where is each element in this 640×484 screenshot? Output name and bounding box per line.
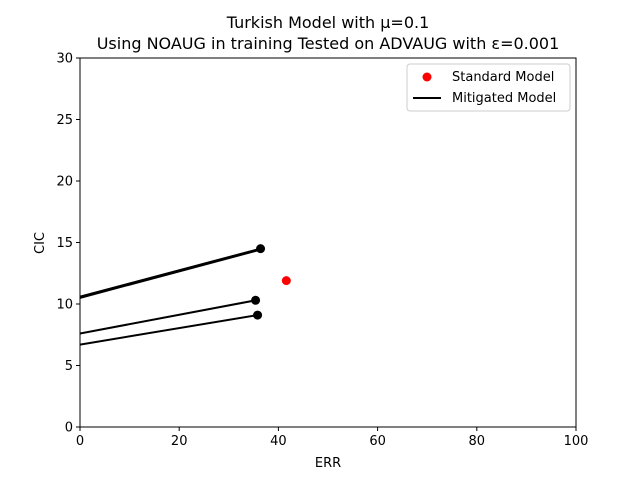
- mitigated-line: [80, 299, 256, 335]
- chart-title-line1: Turkish Model with μ=0.1: [226, 13, 430, 32]
- y-tick-label: 0: [65, 421, 73, 436]
- legend-standard-label: Standard Model: [452, 70, 554, 85]
- y-tick-label: 30: [56, 52, 73, 67]
- axis-ticks: 0 20 40 60 80 100 0 5 10 15 20 25 30: [56, 52, 588, 450]
- x-tick-label: 80: [469, 434, 486, 449]
- y-tick-label: 20: [56, 175, 73, 190]
- legend-box: [406, 63, 571, 112]
- x-tick-label: 60: [369, 434, 386, 449]
- x-tick-label: 100: [564, 434, 589, 449]
- chart-title-line2: Using NOAUG in training Tested on ADVAUG…: [97, 34, 560, 53]
- mitigated-endpoint: [256, 244, 266, 254]
- x-tick-label: 0: [76, 434, 84, 449]
- axes-frame: [79, 57, 577, 428]
- x-tick-label: 40: [270, 434, 287, 449]
- mitigated-line: [80, 314, 258, 346]
- standard-point: [281, 276, 291, 286]
- x-axis-label: ERR: [315, 456, 341, 471]
- legend: Standard Model Mitigated Model: [406, 63, 571, 112]
- plot-area: [79, 57, 577, 428]
- mitigated-line: [80, 248, 260, 299]
- x-tick-label: 20: [171, 434, 188, 449]
- y-tick-label: 10: [56, 298, 73, 313]
- legend-standard-marker: [422, 72, 432, 82]
- y-tick-label: 25: [56, 113, 73, 128]
- y-tick-label: 15: [56, 236, 73, 251]
- y-tick-label: 5: [65, 359, 73, 374]
- y-axis-label: CIC: [33, 232, 48, 254]
- mitigated-endpoint: [253, 310, 263, 320]
- mitigated-endpoint: [251, 295, 261, 305]
- legend-mitigated-label: Mitigated Model: [452, 91, 556, 106]
